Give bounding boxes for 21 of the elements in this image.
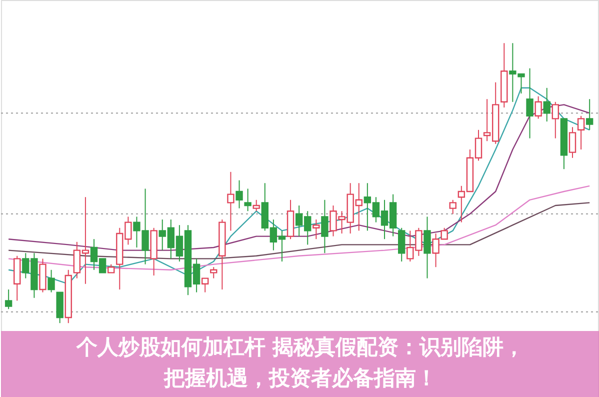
text: 个人炒股如何加杠杆 揭秘真假配资：识别陷阱，把握机遇，投资者必备指南！ — [75, 335, 525, 390]
candlestick — [201, 278, 209, 293]
candlestick — [236, 180, 243, 209]
candlestick — [577, 115, 585, 150]
candlestick — [449, 199, 456, 214]
candlestick — [424, 216, 431, 279]
candlestick — [244, 188, 252, 212]
candlestick — [534, 96, 542, 120]
candlestick — [4, 288, 12, 310]
candlestick — [252, 199, 260, 212]
candlestick — [48, 269, 55, 293]
candlestick — [321, 199, 328, 254]
candlestick — [227, 171, 234, 232]
candlestick — [312, 219, 320, 240]
candlestick — [543, 87, 550, 122]
candlestick — [586, 98, 594, 130]
candlestick — [552, 101, 560, 139]
candlestick — [210, 266, 218, 279]
candlestick — [568, 126, 576, 158]
candlestick — [398, 227, 406, 262]
candlestick — [526, 68, 534, 139]
